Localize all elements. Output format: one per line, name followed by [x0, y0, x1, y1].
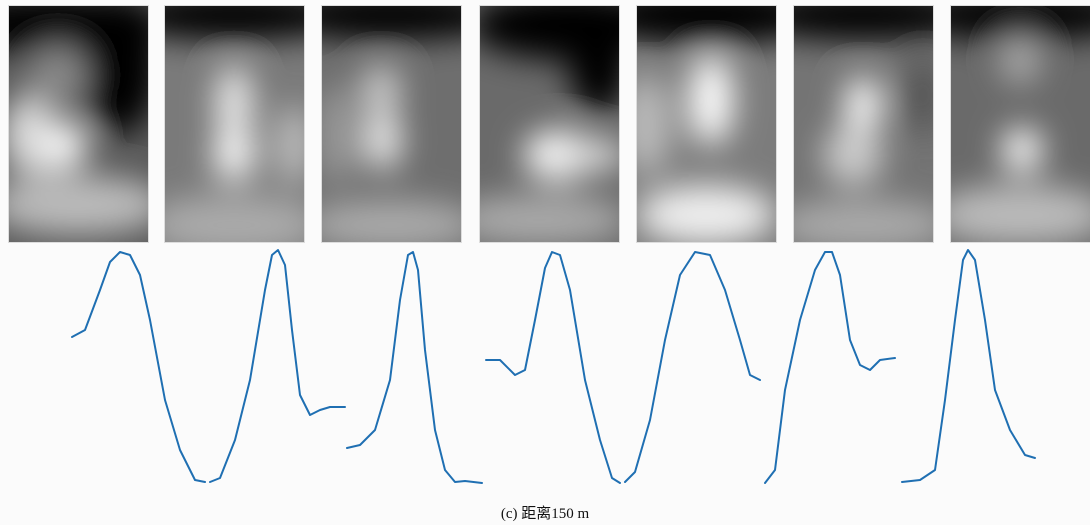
- blob: [586, 0, 826, 45]
- profile-curve: [347, 252, 482, 483]
- blob: [449, 195, 629, 245]
- heatmap-panel: [743, 0, 983, 250]
- blobs: [114, 0, 354, 255]
- blob: [274, 105, 314, 185]
- blob: [1002, 128, 1042, 172]
- profile-curve: [210, 250, 345, 482]
- blobs: [586, 0, 826, 245]
- blob: [78, 0, 158, 135]
- blob: [621, 75, 671, 175]
- blob: [361, 65, 401, 115]
- heatmap-panel: [114, 0, 354, 255]
- caption: (c) 距离150 m: [0, 502, 1090, 523]
- blob: [903, 55, 943, 135]
- blobs: [743, 0, 983, 250]
- blob: [636, 185, 776, 245]
- figure: (c) 距离150 m: [0, 0, 1090, 525]
- blob: [214, 130, 254, 180]
- blob: [28, 45, 88, 105]
- profile-curve: [486, 252, 620, 483]
- blob: [1000, 35, 1040, 85]
- profile-curve: [902, 250, 1035, 482]
- blob: [3, 95, 53, 175]
- heatmap-panel: [586, 0, 826, 245]
- heatmap-panel: [0, 0, 168, 243]
- blob: [549, 140, 629, 170]
- blob: [845, 77, 881, 133]
- heatmap-panel: [271, 0, 511, 250]
- profile-curve: [625, 252, 760, 482]
- blob: [823, 125, 883, 185]
- figure-graphics: [0, 0, 1090, 500]
- profile-curve: [765, 252, 895, 483]
- profile-curve: [72, 252, 205, 482]
- blob: [144, 195, 324, 255]
- blobs: [271, 0, 511, 250]
- blob: [365, 110, 401, 170]
- blob: [689, 55, 733, 145]
